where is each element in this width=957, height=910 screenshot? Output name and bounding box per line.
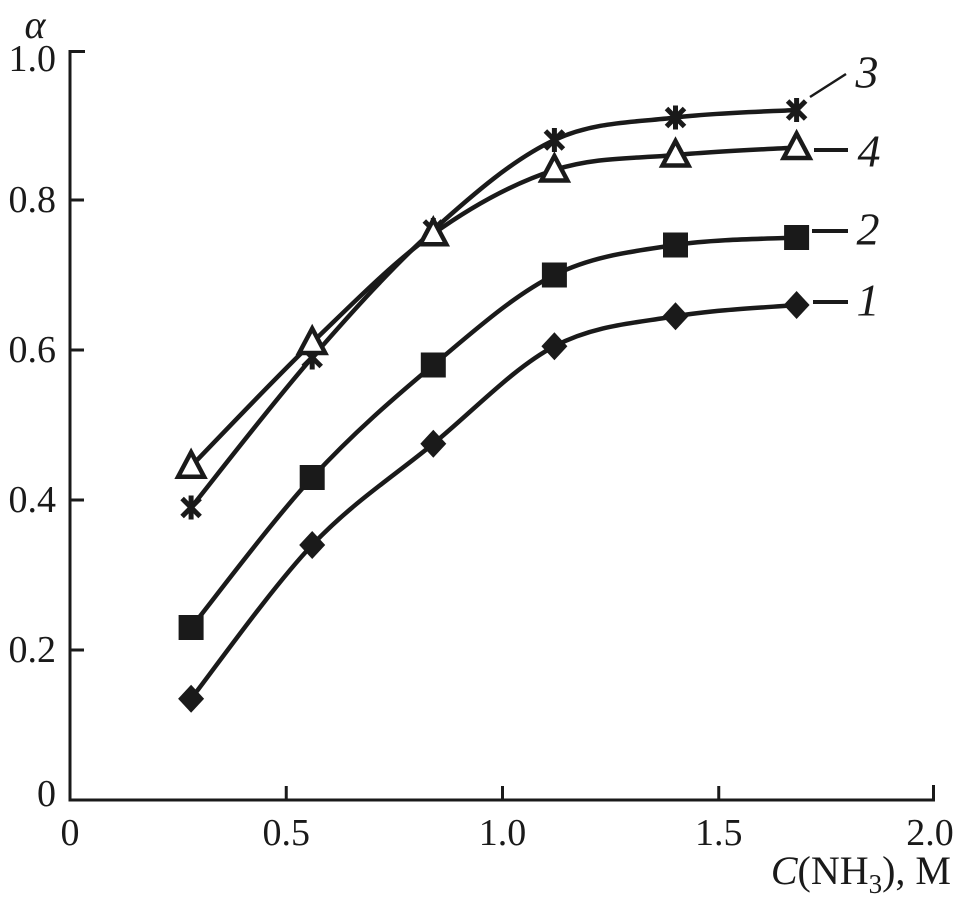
curve-series-3 <box>189 107 797 509</box>
asterisk-arm <box>664 106 687 129</box>
x-axis-title-mid: (NH <box>798 848 869 893</box>
x-tick-label: 0 <box>61 812 80 854</box>
marker-open-triangle <box>658 136 693 168</box>
axes <box>68 50 935 802</box>
series-label-leader-3 <box>809 72 847 99</box>
curve-series-1 <box>189 302 797 701</box>
asterisk-arm <box>543 129 566 151</box>
marker-filled-square <box>541 262 567 288</box>
series-label-1: 1 <box>857 275 880 326</box>
marker-filled-square <box>299 465 325 490</box>
y-axis-title: α <box>25 2 47 47</box>
marker-asterisk <box>664 105 687 130</box>
marker-filled-square <box>178 615 204 640</box>
x-tick-label: 2.0 <box>906 812 954 854</box>
x-axis-title-symbol: C <box>771 848 799 893</box>
marker-open-triangle <box>174 447 208 479</box>
curve-series-4 <box>189 145 797 468</box>
curve-series-2 <box>189 235 797 629</box>
tick-marks <box>70 198 721 800</box>
x-axis-title: C(NH3), M <box>771 848 951 899</box>
data-curves <box>189 107 797 701</box>
series-label-2: 2 <box>857 204 880 255</box>
marker-filled-square <box>420 352 446 378</box>
data-markers <box>174 98 814 713</box>
x-axis-title-end: ), M <box>882 848 951 893</box>
marker-asterisk <box>785 98 808 122</box>
marker-filled-diamond <box>541 332 568 361</box>
x-tick-label: 0.5 <box>263 812 311 854</box>
marker-asterisk <box>180 495 202 520</box>
marker-filled-diamond <box>662 302 689 331</box>
series-labels: 1 2 3 4 <box>809 47 881 326</box>
marker-filled-diamond <box>178 684 205 713</box>
y-tick-label: 1.0 <box>9 38 57 80</box>
marker-filled-diamond <box>420 429 447 458</box>
asterisk-arm <box>180 496 202 519</box>
x-tick-label: 1.5 <box>695 812 743 854</box>
series-label-4: 4 <box>858 126 881 177</box>
marker-open-triangle <box>537 151 572 183</box>
marker-filled-diamond <box>299 531 326 559</box>
marker-filled-square <box>663 232 688 258</box>
y-tick-label: 0.8 <box>9 179 57 221</box>
marker-open-triangle <box>295 323 329 356</box>
x-axis-title-subscript: 3 <box>869 869 883 899</box>
marker-filled-diamond <box>783 291 810 319</box>
y-tick-label: 0.2 <box>9 629 57 671</box>
y-axis-line <box>68 50 85 802</box>
marker-open-triangle <box>779 128 814 161</box>
x-tick-label: 1.0 <box>479 812 527 854</box>
x-axis-line <box>68 785 935 802</box>
marker-open-triangle <box>416 214 451 247</box>
marker-filled-square <box>784 225 810 250</box>
y-tick-label: 0.6 <box>9 329 57 371</box>
asterisk-arm <box>785 99 808 121</box>
tick-labels: 0 0.2 0.4 0.6 0.8 1.0 0 0.5 1.0 1.5 2.0 <box>9 38 954 854</box>
y-tick-label: 0 <box>37 773 56 815</box>
y-tick-label: 0.4 <box>9 479 57 521</box>
series-label-3: 3 <box>855 47 879 98</box>
marker-asterisk <box>543 128 566 152</box>
